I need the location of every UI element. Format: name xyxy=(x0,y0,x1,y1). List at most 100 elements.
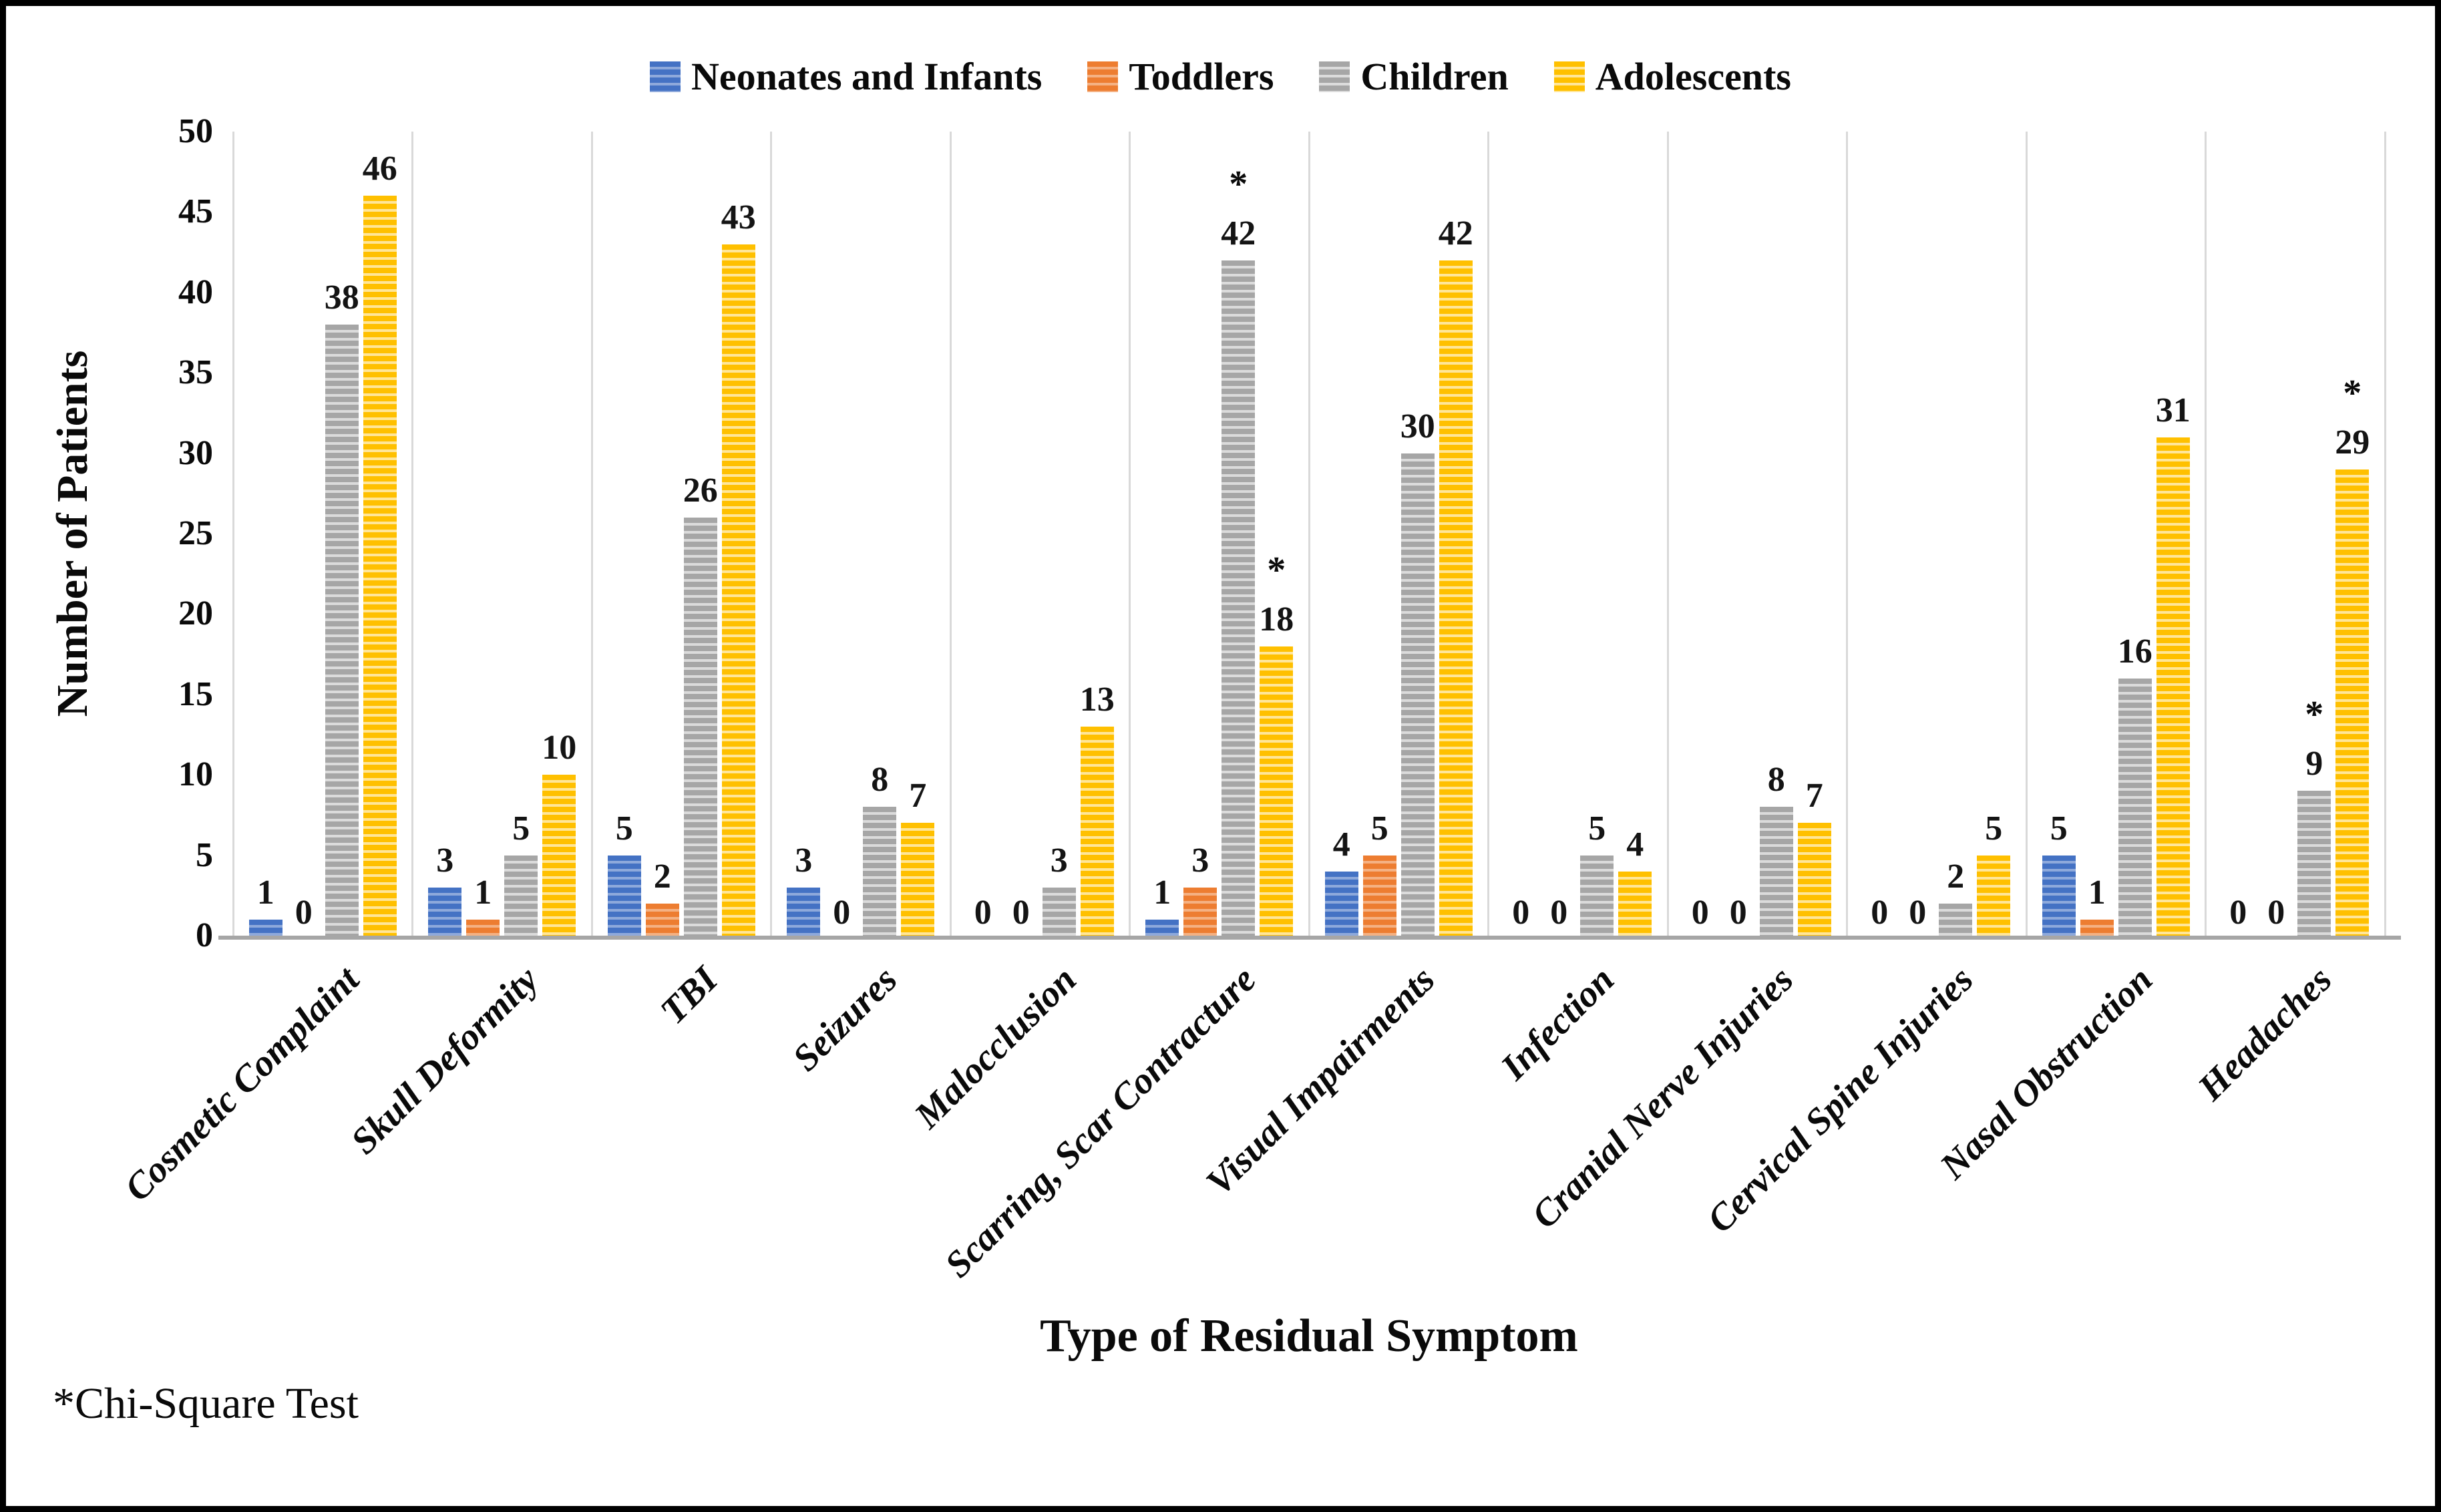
legend-swatch-icon xyxy=(1087,61,1119,92)
bar-value-label: 8 xyxy=(871,761,889,799)
bar-value-label: 18 xyxy=(1259,600,1294,638)
bar xyxy=(1080,726,1114,936)
category-label: TBI xyxy=(652,958,726,1032)
bar xyxy=(248,919,283,936)
category-separator-line xyxy=(1846,132,1848,936)
bar xyxy=(1042,887,1076,936)
bar-value-label: 31 xyxy=(2155,391,2191,429)
bar xyxy=(1977,855,2011,936)
bar-value-label: 2 xyxy=(653,857,671,896)
bar-value-label: 30 xyxy=(1400,407,1435,445)
legend: Neonates and Infants Toddlers Children Adol… xyxy=(6,54,2435,99)
y-tick-label: 5 xyxy=(196,835,213,874)
bar-value-label: 0 xyxy=(1512,894,1530,932)
bar-value-label: 13 xyxy=(1079,680,1115,719)
bar xyxy=(363,196,397,936)
bar-value-label: 3 xyxy=(1191,841,1209,880)
bar-value-label: 5 xyxy=(615,809,633,847)
bar xyxy=(721,244,755,936)
category-separator-line xyxy=(1487,132,1489,936)
bar xyxy=(2156,437,2190,936)
bar-value-label: 0 xyxy=(1012,894,1030,932)
bar xyxy=(466,919,500,936)
y-tick-label: 15 xyxy=(178,675,213,713)
bar xyxy=(1439,260,1473,936)
bar xyxy=(1145,919,1179,936)
bar xyxy=(2335,469,2370,936)
bar-value-label: 0 xyxy=(1550,894,1568,932)
category-separator-line xyxy=(2205,132,2207,936)
bar xyxy=(2297,791,2331,936)
bar-value-label: 1 xyxy=(474,873,492,912)
bar xyxy=(1183,887,1217,936)
bar xyxy=(1939,903,1973,936)
bar-value-label: 10 xyxy=(542,729,577,767)
category-separator-line xyxy=(232,132,234,936)
category-separator-line xyxy=(1308,132,1310,936)
y-tick-label: 45 xyxy=(178,192,213,231)
bar-value-label: 38 xyxy=(324,278,359,317)
y-tick-label: 10 xyxy=(178,755,213,794)
x-axis-line xyxy=(218,936,2401,940)
bar-value-label: 42 xyxy=(1221,214,1256,252)
legend-series-label: Children xyxy=(1360,55,1509,98)
category-separator-line xyxy=(2384,132,2386,936)
bar-value-label: 0 xyxy=(295,894,313,932)
bar-value-label: 1 xyxy=(2088,873,2106,912)
x-axis-title: Type of Residual Symptom xyxy=(1040,1310,1578,1362)
category-separator-line xyxy=(411,132,413,936)
bar-value-label: 5 xyxy=(512,809,530,847)
category-separator-line xyxy=(2025,132,2028,936)
y-tick-label: 30 xyxy=(178,433,213,472)
significance-asterisk: * xyxy=(2305,694,2324,736)
y-axis-title: Number of Patients xyxy=(48,350,97,717)
legend-item: Toddlers xyxy=(1087,54,1274,99)
bar-value-label: 29 xyxy=(2335,423,2370,461)
bar xyxy=(1400,453,1435,936)
bar xyxy=(607,855,641,936)
category-separator-line xyxy=(590,132,593,936)
bar-value-label: 0 xyxy=(1691,894,1709,932)
bar-value-label: 0 xyxy=(1871,894,1889,932)
bar-value-label: 0 xyxy=(974,894,992,932)
legend-series-label: Adolescents xyxy=(1595,55,1791,98)
y-tick-label: 0 xyxy=(196,916,213,954)
bar-value-label: 0 xyxy=(1909,894,1927,932)
bar xyxy=(504,855,538,936)
bar-value-label: 4 xyxy=(1626,825,1644,864)
bar xyxy=(787,887,821,936)
bar-value-label: 3 xyxy=(436,841,454,880)
bar-value-label: 9 xyxy=(2305,745,2323,783)
category-label: Skull Deformity xyxy=(343,958,547,1163)
legend-swatch-icon xyxy=(1319,61,1350,92)
y-tick-label: 25 xyxy=(178,514,213,552)
bar-value-label: 1 xyxy=(256,873,274,912)
bar-value-label: 7 xyxy=(909,777,927,815)
significance-asterisk: * xyxy=(1267,549,1286,591)
bar xyxy=(1324,871,1358,936)
bar-value-label: 0 xyxy=(2267,894,2285,932)
bar xyxy=(1362,855,1396,936)
bar xyxy=(901,823,935,936)
y-tick-label: 20 xyxy=(178,594,213,633)
bar xyxy=(1222,260,1256,936)
bar-value-label: 4 xyxy=(1332,825,1350,864)
bar xyxy=(1580,855,1614,936)
significance-asterisk: * xyxy=(2343,372,2362,414)
bar xyxy=(863,807,897,936)
category-label: Malocclusion xyxy=(906,958,1085,1137)
category-separator-line xyxy=(949,132,952,936)
bar-value-label: 16 xyxy=(2117,632,2152,671)
significance-asterisk: * xyxy=(1229,163,1248,205)
legend-item: Neonates and Infants xyxy=(650,54,1042,99)
bar xyxy=(1759,807,1793,936)
bar xyxy=(2042,855,2076,936)
bar xyxy=(1797,823,1831,936)
legend-item: Children xyxy=(1319,54,1509,99)
bar-value-label: 2 xyxy=(1947,857,1965,896)
bar-value-label: 43 xyxy=(721,198,756,236)
bar-value-label: 5 xyxy=(2050,809,2068,847)
y-tick-label: 35 xyxy=(178,353,213,392)
bar xyxy=(2118,678,2152,936)
